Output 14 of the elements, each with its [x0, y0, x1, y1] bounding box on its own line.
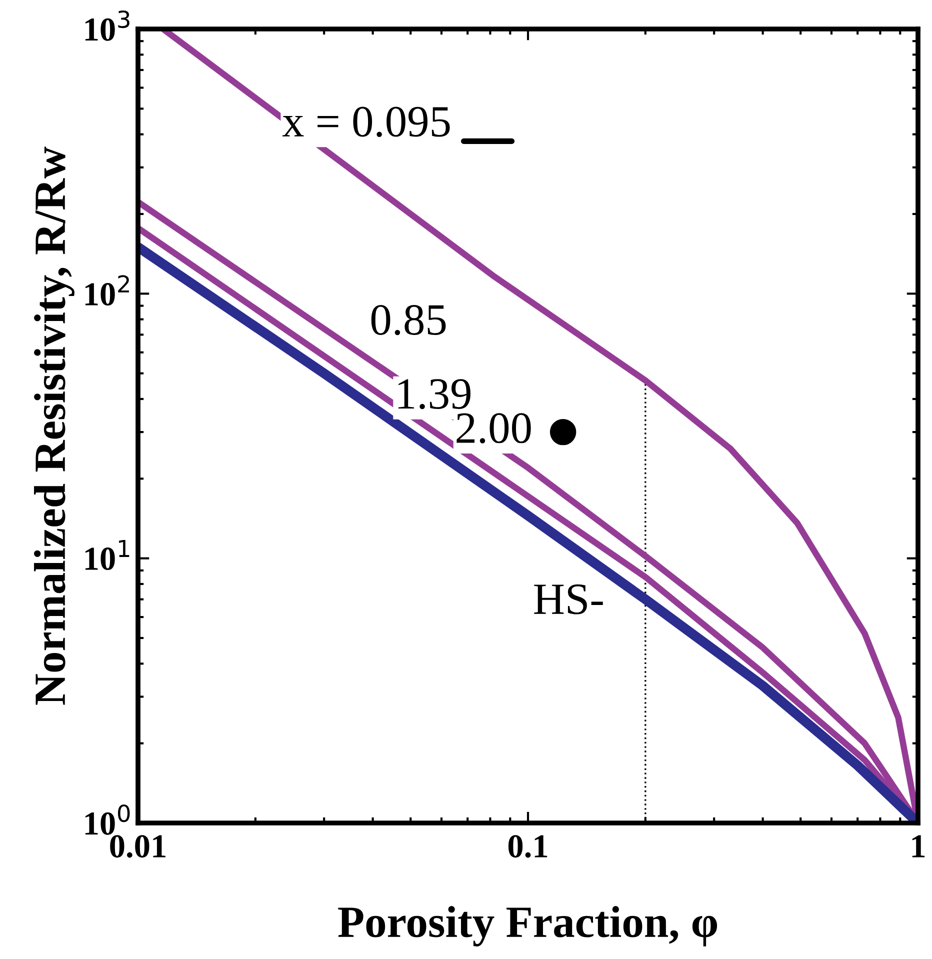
x-tick-label: 0.1 [508, 835, 548, 858]
y-tick-label: 10$^{2}$ [85, 275, 129, 306]
series-label: HS- [534, 584, 603, 614]
y-tick-label: 10$^{3}$ [85, 10, 130, 41]
y-tick-label: 10$^{1}$ [85, 540, 130, 570]
y-axis-title: Normalized Resistivity, R/Rw [34, 146, 74, 705]
series-label: 1.39 [398, 379, 470, 410]
x-tick-label: 1 [912, 835, 925, 858]
x-axis-title: Porosity Fraction, φ [338, 906, 718, 946]
y-tick-label: 10$^{0}$ [85, 804, 130, 835]
series-label: 2.00 [456, 413, 531, 444]
x-tick-label: 0.01 [110, 835, 166, 858]
series-label: 0.85 [371, 304, 446, 336]
series-label: x = 0.095 [282, 106, 450, 137]
